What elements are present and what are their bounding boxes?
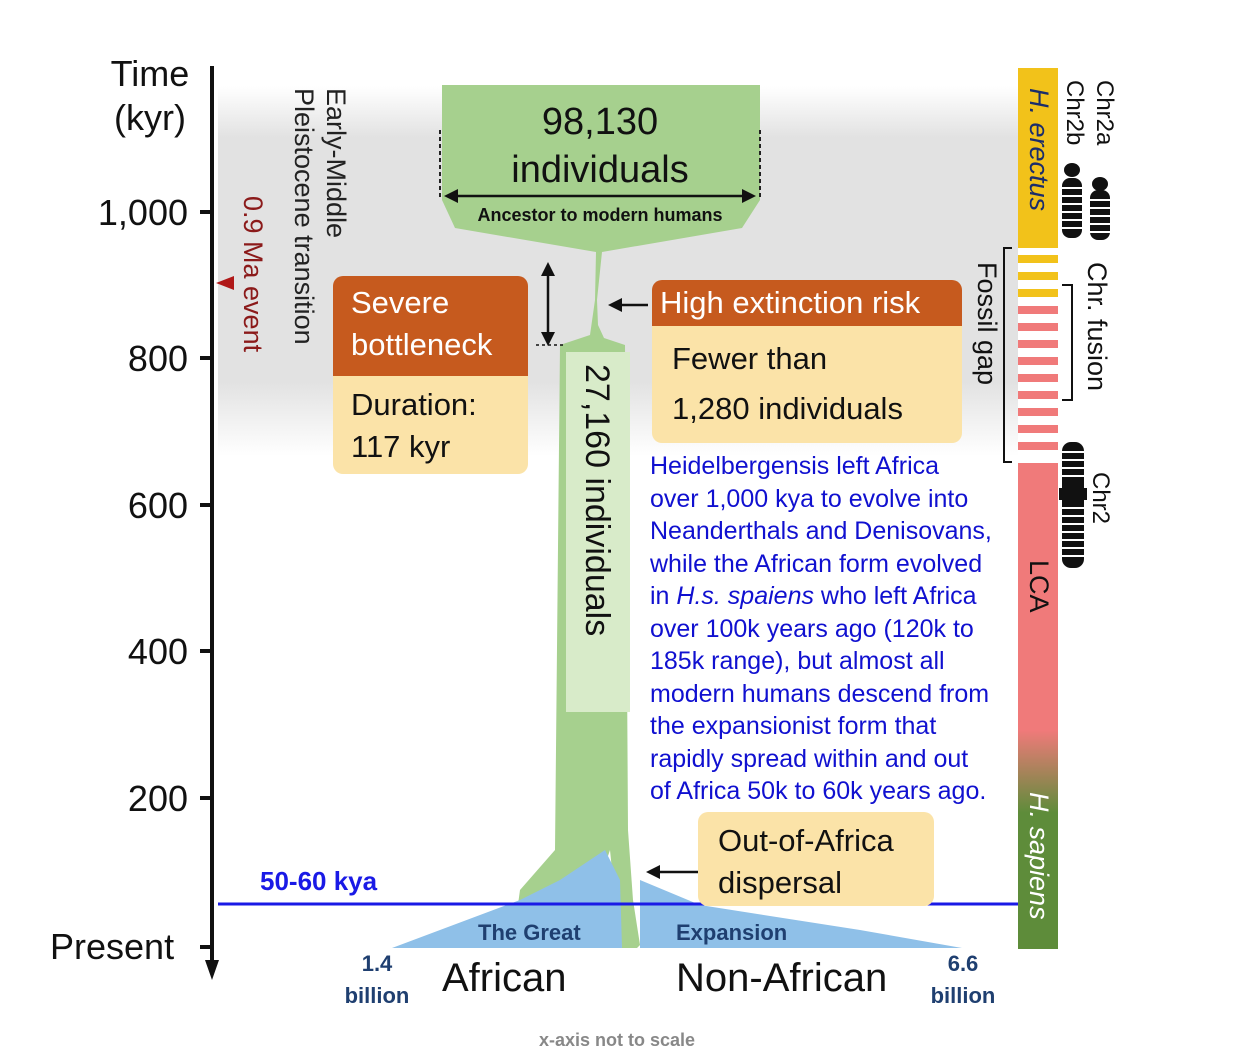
lca-label: LCA (1024, 560, 1054, 613)
african-label: African (442, 956, 567, 1000)
chromosome-2a-icon (1090, 177, 1110, 240)
chr-fusion-label: Chr. fusion (1082, 262, 1112, 392)
tick-label: 600 (127, 485, 188, 526)
tick-label: 200 (127, 778, 188, 819)
chr2-label: Chr2 (1087, 472, 1114, 525)
erectus-label: H. erectus (1024, 88, 1054, 212)
non-african-population: 6.6 billion (930, 951, 996, 1008)
note-line: of Africa 50k to 60k years ago. (650, 777, 987, 805)
out-of-africa-box: Out-of-Africa dispersal (698, 812, 934, 906)
kya-label: 50-60 kya (260, 866, 378, 896)
expansion-label: Expansion (676, 920, 788, 945)
note-line: in H.s. spaiens who left Africa (650, 582, 977, 610)
non-african-label: Non-African (676, 956, 888, 1000)
trunk-label-panel (566, 352, 630, 712)
chr2b-label: Chr2b (1061, 80, 1088, 146)
note-line: Neanderthals and Denisovans, (650, 517, 992, 545)
note-line: rapidly spread within and out (650, 744, 969, 773)
great-label: The Great (478, 920, 581, 945)
axis-title: Time (kyr) (110, 53, 190, 138)
extinction-box: High extinction risk Fewer than 1,280 in… (652, 280, 962, 443)
chromosome-2-icon (1059, 442, 1087, 568)
non-african-expansion-fan (640, 880, 962, 948)
footnote: x-axis not to scale (538, 1030, 696, 1050)
tick-label: 1,000 (97, 192, 188, 233)
african-expansion-fan (392, 850, 622, 948)
event-label: 0.9 Ma event (238, 196, 268, 353)
trunk-label: 27,160 individuals (578, 364, 616, 637)
chromosome-2b-icon (1062, 163, 1082, 238)
present-label: Present (50, 926, 175, 967)
note-line: over 1,000 kya to evolve into (650, 484, 969, 513)
note-line: modern humans descend from (650, 679, 990, 708)
bottleneck-box: Severe bottleneck Duration: 117 kyr (333, 276, 528, 474)
tick-label: 400 (127, 631, 188, 672)
ancestor-count: 98,130 individuals (511, 101, 689, 191)
sapiens-label: H. sapiens (1024, 792, 1054, 920)
note-line: the expansionist form that (650, 712, 937, 740)
note-line: 185k range), but almost all (650, 647, 945, 675)
fossil-gap-label: Fossil gap (972, 262, 1002, 386)
chr2a-label: Chr2a (1091, 80, 1118, 146)
ancestor-caption: Ancestor to modern humans (477, 205, 723, 225)
note-line: while the African form evolved (650, 549, 983, 578)
heidelbergensis-note: Heidelbergensis left Africa over 1,000 ky… (650, 450, 1020, 808)
note-line: Heidelbergensis left Africa (650, 452, 940, 480)
note-line: over 100k years ago (120k to (650, 614, 974, 643)
african-population: 1.4 billion (344, 951, 410, 1008)
tick-label: 800 (127, 338, 188, 379)
